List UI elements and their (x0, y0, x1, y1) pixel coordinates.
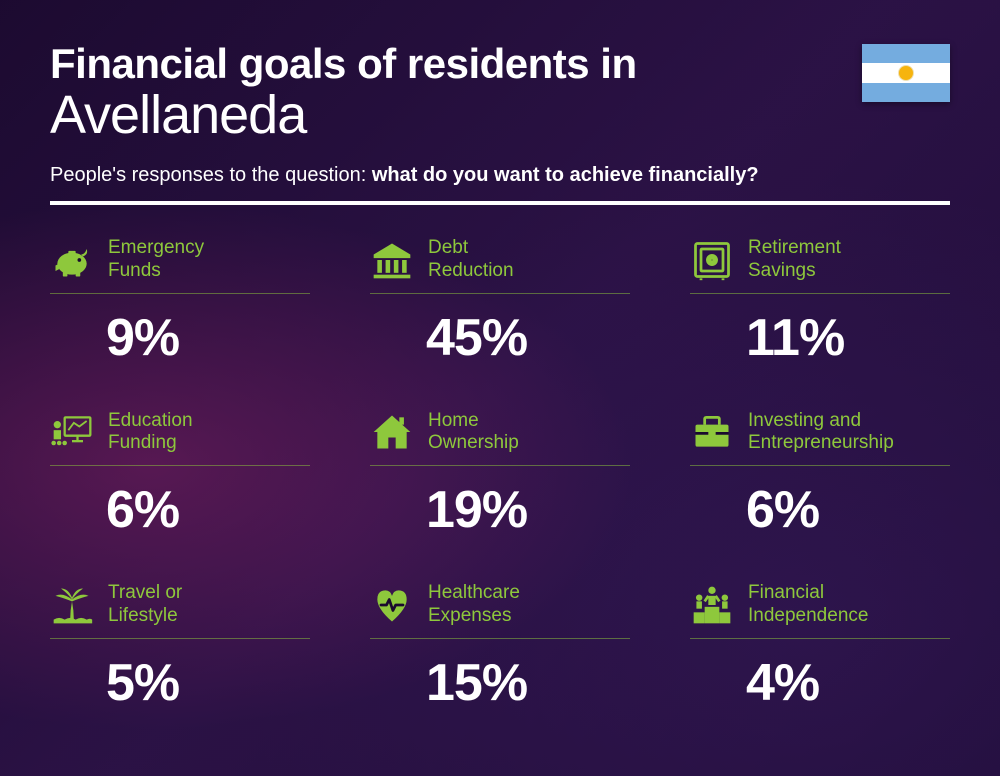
goal-label-line1: Travel or (108, 582, 182, 605)
goal-header: Investing andEntrepreneurship (690, 410, 950, 467)
goal-label-line2: Lifestyle (108, 605, 182, 628)
goal-label-line1: Emergency (108, 237, 204, 260)
goal-item: EducationFunding 6% (50, 410, 310, 541)
title-line1: Financial goals of residents in (50, 40, 950, 88)
goal-header: EducationFunding (50, 410, 310, 467)
presentation-icon (50, 410, 94, 454)
goal-value: 45% (370, 308, 630, 368)
goal-label: EducationFunding (108, 410, 193, 456)
goal-label: HealthcareExpenses (428, 582, 520, 628)
goal-label: FinancialIndependence (748, 582, 868, 628)
piggy-bank-icon (50, 238, 94, 282)
goal-value: 11% (690, 308, 950, 368)
flag-stripe-bottom (862, 83, 950, 102)
flag-sun-icon (899, 66, 913, 80)
goal-value: 19% (370, 480, 630, 540)
goal-label-line2: Reduction (428, 260, 514, 283)
goal-label-line1: Debt (428, 237, 514, 260)
goal-header: HomeOwnership (370, 410, 630, 467)
goal-label-line1: Home (428, 410, 519, 433)
flag-argentina-icon (862, 44, 950, 102)
goal-value: 4% (690, 653, 950, 713)
goal-label: Investing andEntrepreneurship (748, 410, 894, 456)
goal-label-line2: Entrepreneurship (748, 432, 894, 455)
goal-label-line2: Independence (748, 605, 868, 628)
goal-label-line1: Financial (748, 582, 868, 605)
goal-item: Investing andEntrepreneurship 6% (690, 410, 950, 541)
subtitle: People's responses to the question: what… (50, 164, 950, 187)
goal-label: Travel orLifestyle (108, 582, 182, 628)
subtitle-prefix: People's responses to the question: (50, 164, 372, 186)
goal-item: FinancialIndependence 4% (690, 582, 950, 713)
goal-label-line2: Savings (748, 260, 841, 283)
subtitle-bold: what do you want to achieve financially? (372, 164, 759, 186)
safe-icon (690, 238, 734, 282)
divider (50, 201, 950, 205)
goal-header: RetirementSavings (690, 237, 950, 294)
flag-stripe-mid (862, 63, 950, 82)
goal-label-line2: Expenses (428, 605, 520, 628)
goal-label: HomeOwnership (428, 410, 519, 456)
goal-header: FinancialIndependence (690, 582, 950, 639)
goal-label-line2: Ownership (428, 432, 519, 455)
heart-pulse-icon (370, 583, 414, 627)
goal-label-line1: Healthcare (428, 582, 520, 605)
goal-header: DebtReduction (370, 237, 630, 294)
goal-label: EmergencyFunds (108, 237, 204, 283)
house-icon (370, 410, 414, 454)
goals-grid: EmergencyFunds 9% DebtReduction 45% Retireme… (50, 237, 950, 713)
goal-label: RetirementSavings (748, 237, 841, 283)
palm-icon (50, 583, 94, 627)
goal-value: 15% (370, 653, 630, 713)
goal-header: Travel orLifestyle (50, 582, 310, 639)
goal-item: Travel orLifestyle 5% (50, 582, 310, 713)
title-line2: Avellaneda (50, 84, 950, 146)
goal-label-line1: Education (108, 410, 193, 433)
flag-stripe-top (862, 44, 950, 63)
goal-value: 6% (690, 480, 950, 540)
briefcase-icon (690, 410, 734, 454)
goal-item: DebtReduction 45% (370, 237, 630, 368)
goal-item: HealthcareExpenses 15% (370, 582, 630, 713)
goal-item: RetirementSavings 11% (690, 237, 950, 368)
goal-label-line1: Investing and (748, 410, 894, 433)
podium-icon (690, 583, 734, 627)
goal-label: DebtReduction (428, 237, 514, 283)
goal-header: HealthcareExpenses (370, 582, 630, 639)
goal-value: 9% (50, 308, 310, 368)
goal-header: EmergencyFunds (50, 237, 310, 294)
goal-value: 6% (50, 480, 310, 540)
header: Financial goals of residents in Avellane… (50, 40, 950, 205)
goal-item: EmergencyFunds 9% (50, 237, 310, 368)
bank-icon (370, 238, 414, 282)
goal-label-line2: Funding (108, 432, 193, 455)
goal-label-line1: Retirement (748, 237, 841, 260)
goal-item: HomeOwnership 19% (370, 410, 630, 541)
goal-value: 5% (50, 653, 310, 713)
goal-label-line2: Funds (108, 260, 204, 283)
